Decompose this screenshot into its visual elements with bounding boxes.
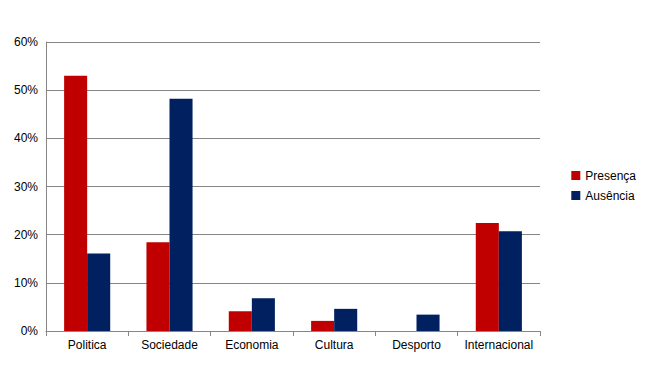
svg-text:Sociedade: Sociedade [141, 338, 198, 352]
svg-text:Desporto: Desporto [392, 338, 441, 352]
svg-text:30%: 30% [14, 180, 38, 194]
svg-text:Cultura: Cultura [315, 338, 354, 352]
svg-text:20%: 20% [14, 228, 38, 242]
svg-text:Presença: Presença [585, 169, 636, 183]
svg-text:0%: 0% [21, 324, 39, 338]
svg-text:40%: 40% [14, 131, 38, 145]
svg-text:50%: 50% [14, 83, 38, 97]
svg-text:Internacional: Internacional [464, 338, 533, 352]
svg-text:60%: 60% [14, 35, 38, 49]
svg-text:10%: 10% [14, 276, 38, 290]
svg-text:Economia: Economia [225, 338, 279, 352]
svg-text:Politica: Politica [68, 338, 107, 352]
svg-text:Ausência: Ausência [585, 189, 635, 203]
